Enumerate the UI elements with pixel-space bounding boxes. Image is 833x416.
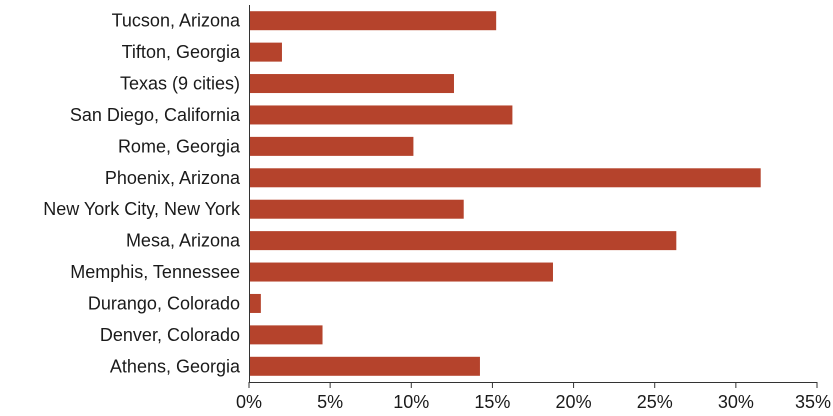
x-axis-ticks: 0% 5% 10% 15% 20% 25% 30% 35% — [236, 382, 831, 412]
bar-durango-colorado — [249, 293, 261, 313]
category-label-mesa-arizona: Mesa, Arizona — [126, 231, 241, 251]
bar-san-diego-california — [249, 105, 513, 125]
bars-group — [249, 11, 761, 376]
bar-mesa-arizona — [249, 231, 677, 251]
x-tick-label-0: 0% — [236, 392, 262, 412]
category-label-denver-colorado: Denver, Colorado — [100, 325, 240, 345]
bar-texas-9-cities — [249, 74, 454, 94]
x-tick-label-35: 35% — [795, 392, 831, 412]
bar-new-york-city-new-york — [249, 199, 464, 219]
category-label-san-diego-california: San Diego, California — [70, 105, 241, 125]
category-label-durango-colorado: Durango, Colorado — [88, 293, 240, 313]
bar-denver-colorado — [249, 325, 323, 345]
category-label-tifton-georgia: Tifton, Georgia — [122, 42, 241, 62]
bar-tifton-georgia — [249, 42, 282, 62]
category-label-memphis-tennessee: Memphis, Tennessee — [70, 262, 240, 282]
x-tick-label-30: 30% — [718, 392, 754, 412]
bar-tucson-arizona — [249, 11, 497, 31]
x-tick-label-20: 20% — [556, 392, 592, 412]
x-tick-label-5: 5% — [317, 392, 343, 412]
x-tick-label-25: 25% — [637, 392, 673, 412]
x-tick-label-10: 10% — [393, 392, 429, 412]
category-labels: Tucson, Arizona Tifton, Georgia Texas (9 c… — [43, 11, 241, 377]
category-label-new-york-city-new-york: New York City, New York — [43, 199, 241, 219]
bar-rome-georgia — [249, 136, 414, 156]
category-label-rome-georgia: Rome, Georgia — [118, 136, 241, 156]
category-label-athens-georgia: Athens, Georgia — [110, 356, 241, 376]
bar-athens-georgia — [249, 356, 480, 376]
category-label-tucson-arizona: Tucson, Arizona — [112, 11, 241, 31]
category-label-texas-9-cities: Texas (9 cities) — [120, 74, 240, 94]
category-label-phoenix-arizona: Phoenix, Arizona — [105, 168, 241, 188]
bar-phoenix-arizona — [249, 168, 761, 188]
x-tick-label-15: 15% — [474, 392, 510, 412]
bar-memphis-tennessee — [249, 262, 553, 282]
